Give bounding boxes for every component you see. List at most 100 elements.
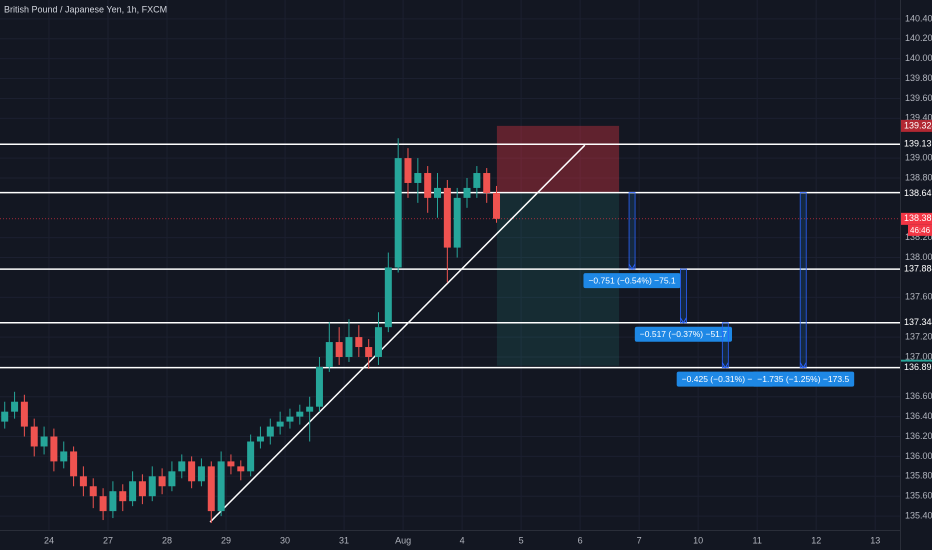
measure-label: −0.425 (−0.31%) −42.5 xyxy=(682,374,769,384)
price-label: 138.389 xyxy=(904,213,932,223)
price-label: 137.884 xyxy=(904,263,932,273)
candle-body xyxy=(394,158,402,268)
x-tick-label: 24 xyxy=(44,535,54,545)
measure-label: −1.735 (−1.25%) −173.5 xyxy=(757,374,849,384)
candle-body xyxy=(70,451,78,477)
candle-body xyxy=(188,461,196,482)
candle-body xyxy=(424,173,432,198)
candle-body xyxy=(20,401,28,427)
measure-label-box xyxy=(676,371,774,387)
y-tick-label: 136.200 xyxy=(905,431,932,441)
measure-label-box xyxy=(634,326,733,342)
candle-body xyxy=(109,491,117,512)
candle-body xyxy=(178,461,186,472)
x-tick-label: 28 xyxy=(162,535,172,545)
price-label-box xyxy=(901,187,932,200)
price-label-box xyxy=(901,263,932,276)
y-tick-label: 139.400 xyxy=(905,113,932,123)
measure-label: −0.517 (−0.37%) −51.7 xyxy=(640,329,727,339)
candle-body xyxy=(266,426,274,437)
candle-body xyxy=(355,337,363,348)
y-tick-label: 136.400 xyxy=(905,411,932,421)
candle-body xyxy=(335,342,343,357)
x-tick-label: 11 xyxy=(753,535,762,545)
x-tick-label: 4 xyxy=(460,535,465,545)
x-tick-label: 30 xyxy=(280,535,290,545)
candle-body xyxy=(138,481,146,497)
candle-body xyxy=(315,366,323,407)
candle-body xyxy=(433,187,441,198)
candle-body xyxy=(197,466,205,482)
y-tick-label: 140.200 xyxy=(905,33,932,43)
y-tick-label: 135.800 xyxy=(905,471,932,481)
candle-body xyxy=(404,158,412,183)
y-tick-label: 140.000 xyxy=(905,53,932,63)
x-tick-label: 29 xyxy=(221,535,231,545)
countdown: 46:46 xyxy=(910,226,931,235)
candle-body xyxy=(345,337,353,357)
y-tick-label: 137.200 xyxy=(905,331,932,341)
candle-body xyxy=(374,327,382,357)
candle-body xyxy=(325,342,333,367)
price-label: 139.139 xyxy=(904,139,932,149)
candle-body xyxy=(256,436,264,442)
y-tick-label: 140.400 xyxy=(905,13,932,23)
candle-body xyxy=(168,471,176,487)
measure-range xyxy=(721,322,729,369)
x-tick-label: 10 xyxy=(693,535,703,545)
candle-body xyxy=(30,426,38,447)
countdown-box xyxy=(908,224,932,236)
candle-body xyxy=(276,421,284,427)
x-tick-label: Aug xyxy=(395,535,411,545)
y-tick-label: 138.200 xyxy=(905,232,932,242)
candle-body xyxy=(443,187,451,248)
measure-range xyxy=(799,192,807,369)
measure-arrow xyxy=(679,317,687,324)
candle-body xyxy=(158,476,166,487)
x-tick-label: 13 xyxy=(870,535,880,545)
candle-body xyxy=(237,466,245,472)
price-label: 139.324 xyxy=(904,120,932,130)
x-tick-label: 31 xyxy=(339,535,349,545)
candle-body xyxy=(493,192,501,219)
x-tick-label: 12 xyxy=(811,535,821,545)
candle-body xyxy=(148,476,156,497)
candle-body xyxy=(99,496,107,512)
candle-body xyxy=(50,436,58,462)
y-tick-label: 139.800 xyxy=(905,73,932,83)
candle-body xyxy=(463,187,471,198)
price-label-box xyxy=(901,119,932,132)
candle-body xyxy=(89,486,97,497)
candle-body xyxy=(60,451,68,462)
x-tick-label: 27 xyxy=(103,535,113,545)
candle-body xyxy=(453,197,461,248)
trendline xyxy=(209,144,586,523)
chart-title: British Pound / Japanese Yen, 1h, FXCM xyxy=(4,4,167,14)
y-tick-label: 138.000 xyxy=(905,252,932,262)
price-label: 136.893 xyxy=(904,362,932,372)
candle-body xyxy=(247,441,255,472)
price-label-box xyxy=(901,212,932,225)
y-tick-label: 137.600 xyxy=(905,292,932,302)
price-label-box xyxy=(901,361,932,374)
price-label: 137.344 xyxy=(904,317,932,327)
y-tick-label: 135.600 xyxy=(905,491,932,501)
measure-arrow xyxy=(628,263,636,271)
measure-arrow xyxy=(721,362,729,369)
x-tick-label: 5 xyxy=(519,535,524,545)
price-label-box xyxy=(901,316,932,329)
measure-range xyxy=(628,192,636,270)
candle-body xyxy=(384,267,392,328)
y-tick-label: 136.600 xyxy=(905,391,932,401)
y-tick-label: 139.600 xyxy=(905,93,932,103)
candle-body xyxy=(227,461,235,467)
candle-body xyxy=(306,406,314,412)
y-tick-label: 136.000 xyxy=(905,451,932,461)
candle-body xyxy=(79,476,87,487)
candle-body xyxy=(217,461,225,512)
x-tick-label: 6 xyxy=(578,535,583,545)
price-label: 138.641 xyxy=(904,188,932,198)
candle-body xyxy=(483,173,491,193)
